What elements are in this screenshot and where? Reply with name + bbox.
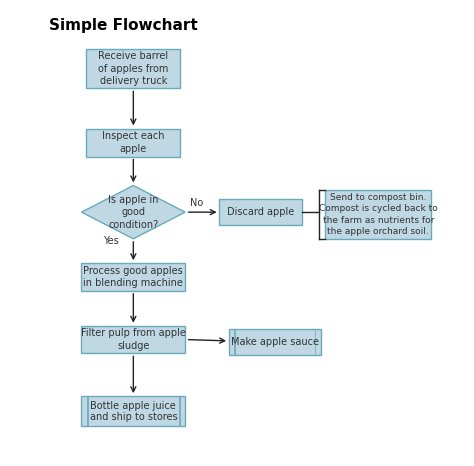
Text: Send to compost bin.
Compost is cycled back to
the farm as nutrients for
the app: Send to compost bin. Compost is cycled b…	[319, 193, 438, 236]
Text: Inspect each
apple: Inspect each apple	[102, 131, 164, 154]
Text: Bottle apple juice
and ship to stores: Bottle apple juice and ship to stores	[90, 401, 177, 422]
Text: Yes: Yes	[103, 236, 118, 246]
Text: Receive barrel
of apples from
delivery truck: Receive barrel of apples from delivery t…	[98, 51, 169, 86]
FancyBboxPatch shape	[325, 190, 431, 239]
FancyBboxPatch shape	[82, 326, 185, 353]
Text: No: No	[191, 198, 203, 208]
Polygon shape	[82, 185, 185, 239]
Text: Discard apple: Discard apple	[227, 207, 294, 217]
Text: Is apple in
good
condition?: Is apple in good condition?	[108, 195, 159, 230]
FancyBboxPatch shape	[219, 199, 302, 225]
FancyBboxPatch shape	[82, 396, 185, 426]
FancyBboxPatch shape	[86, 129, 181, 157]
Text: Simple Flowchart: Simple Flowchart	[48, 18, 197, 33]
Text: Make apple sauce: Make apple sauce	[231, 337, 319, 347]
Text: Process good apples
in blending machine: Process good apples in blending machine	[83, 266, 183, 288]
FancyBboxPatch shape	[82, 263, 185, 291]
FancyBboxPatch shape	[86, 49, 181, 88]
FancyBboxPatch shape	[229, 329, 320, 355]
Text: Filter pulp from apple
sludge: Filter pulp from apple sludge	[81, 329, 186, 351]
